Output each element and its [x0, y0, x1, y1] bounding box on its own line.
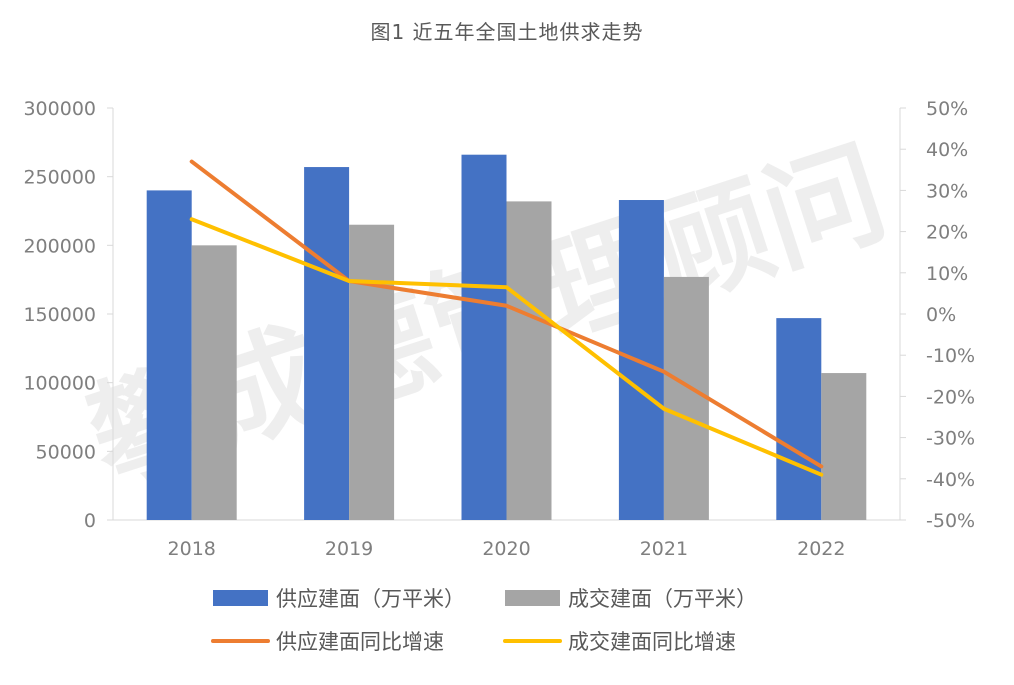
legend-swatch-supply-area — [213, 590, 268, 606]
left-axis-tick-label: 250000 — [23, 167, 96, 189]
legend-item-supply-growth: 供应建面同比增速 — [213, 630, 444, 654]
legend-label-transaction-growth: 成交建面同比增速 — [568, 630, 736, 654]
bar-transaction-2022 — [821, 373, 866, 520]
bar-supply-2021 — [619, 200, 664, 520]
right-axis-tick-label: -40% — [926, 469, 975, 491]
x-axis-category-label: 2022 — [797, 538, 845, 560]
bar-supply-2018 — [147, 190, 192, 520]
chart-title: 图1 近五年全国土地供求走势 — [0, 16, 1014, 45]
left-axis-tick-label: 0 — [84, 510, 96, 532]
legend-label-supply-growth: 供应建面同比增速 — [276, 630, 444, 654]
right-axis-tick-label: -50% — [926, 510, 975, 532]
x-axis-category-label: 2019 — [325, 538, 373, 560]
right-axis-tick-label: 30% — [926, 180, 968, 202]
legend-label-transaction-area: 成交建面（万平米） — [568, 587, 757, 611]
left-axis-tick-label: 150000 — [23, 304, 96, 326]
x-axis-category-label: 2018 — [168, 538, 216, 560]
bar-transaction-2020 — [507, 201, 552, 520]
legend-label-supply-area: 供应建面（万平米） — [276, 587, 465, 611]
legend-item-transaction-growth: 成交建面同比增速 — [505, 630, 736, 654]
bar-supply-2020 — [462, 155, 507, 520]
right-axis-tick-label: -10% — [926, 345, 975, 367]
bar-transaction-2018 — [192, 245, 237, 520]
legend-swatch-transaction-area — [505, 590, 560, 606]
right-axis-tick-label: 10% — [926, 263, 968, 285]
right-axis-tick-label: 0% — [926, 304, 956, 326]
left-axis-tick-label: 200000 — [23, 235, 96, 257]
left-axis-tick-label: 100000 — [23, 373, 96, 395]
bar-supply-2019 — [304, 167, 349, 520]
right-axis-tick-label: -20% — [926, 386, 975, 408]
left-axis-tick-label: 50000 — [36, 441, 96, 463]
bar-supply-2022 — [776, 318, 821, 520]
right-axis-tick-label: -30% — [926, 428, 975, 450]
bar-transaction-2019 — [349, 225, 394, 520]
right-axis-tick-label: 50% — [926, 98, 968, 120]
left-axis-tick-label: 300000 — [23, 98, 96, 120]
x-axis-category-label: 2020 — [482, 538, 530, 560]
right-axis-tick-label: 20% — [926, 222, 968, 244]
right-axis-tick-label: 40% — [926, 139, 968, 161]
bar-transaction-2021 — [664, 277, 709, 520]
legend-item-supply-area: 供应建面（万平米） — [213, 587, 465, 611]
legend-item-transaction-area: 成交建面（万平米） — [505, 587, 757, 611]
x-axis-category-label: 2021 — [640, 538, 688, 560]
